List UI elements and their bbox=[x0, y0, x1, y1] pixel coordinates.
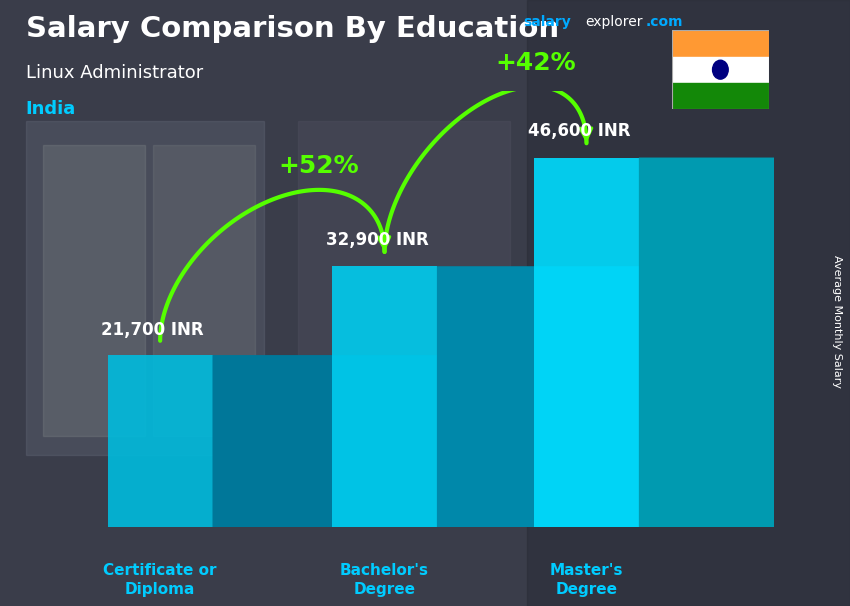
Text: 21,700 INR: 21,700 INR bbox=[101, 321, 204, 339]
Bar bbox=[42, 145, 144, 436]
Text: Linux Administrator: Linux Administrator bbox=[26, 64, 203, 82]
Bar bbox=[26, 121, 264, 454]
Text: 46,600 INR: 46,600 INR bbox=[528, 122, 630, 140]
Text: Salary Comparison By Education: Salary Comparison By Education bbox=[26, 15, 558, 43]
Text: India: India bbox=[26, 100, 76, 118]
Polygon shape bbox=[639, 143, 850, 527]
Polygon shape bbox=[332, 252, 850, 266]
Bar bbox=[108, 355, 212, 527]
Bar bbox=[527, 0, 850, 606]
Bar bbox=[534, 158, 639, 527]
Text: Certificate or
Diploma: Certificate or Diploma bbox=[104, 563, 217, 596]
Bar bbox=[672, 56, 769, 83]
Circle shape bbox=[718, 67, 722, 72]
Polygon shape bbox=[108, 341, 850, 355]
Polygon shape bbox=[212, 341, 850, 527]
Text: salary: salary bbox=[523, 15, 570, 29]
Bar bbox=[298, 121, 510, 485]
Text: .com: .com bbox=[646, 15, 683, 29]
Bar bbox=[672, 30, 769, 56]
Text: +52%: +52% bbox=[279, 154, 360, 178]
Circle shape bbox=[714, 62, 727, 78]
Circle shape bbox=[712, 60, 728, 79]
Bar bbox=[332, 266, 437, 527]
Text: explorer: explorer bbox=[585, 15, 643, 29]
Polygon shape bbox=[534, 143, 850, 158]
Text: +42%: +42% bbox=[496, 51, 576, 75]
Bar bbox=[153, 145, 255, 436]
Text: 32,900 INR: 32,900 INR bbox=[326, 231, 428, 249]
Polygon shape bbox=[437, 252, 850, 527]
Text: Bachelor's
Degree: Bachelor's Degree bbox=[340, 563, 429, 596]
Text: Master's
Degree: Master's Degree bbox=[550, 563, 623, 596]
Bar bbox=[672, 83, 769, 109]
Text: Average Monthly Salary: Average Monthly Salary bbox=[832, 255, 842, 388]
